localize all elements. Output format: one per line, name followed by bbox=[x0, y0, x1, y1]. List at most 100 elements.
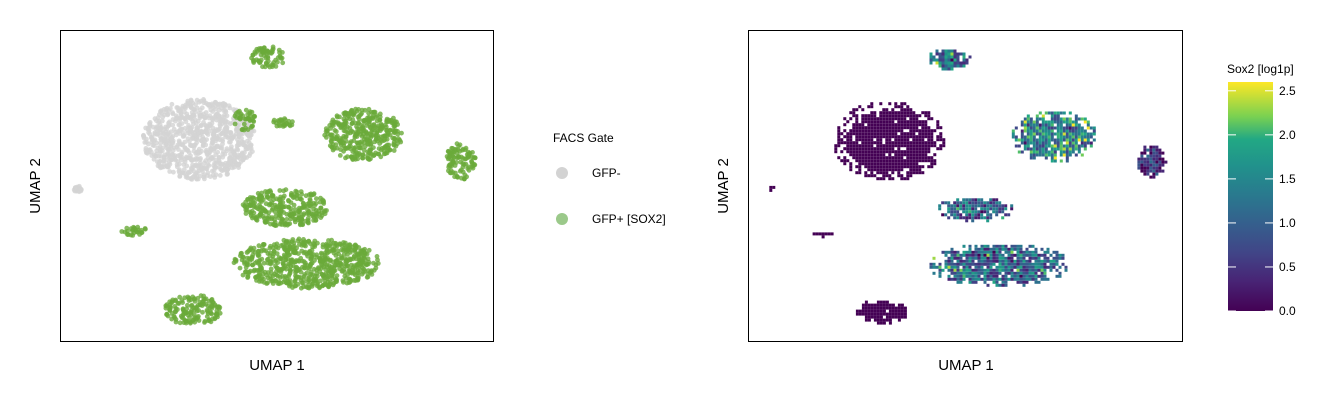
cell bbox=[846, 135, 850, 139]
cell bbox=[989, 265, 993, 269]
cell bbox=[888, 117, 892, 121]
cell bbox=[1152, 166, 1156, 170]
cell bbox=[1025, 253, 1029, 257]
cell bbox=[1014, 126, 1018, 130]
cell bbox=[1017, 150, 1021, 154]
cell bbox=[864, 303, 868, 307]
point bbox=[322, 252, 328, 258]
cell bbox=[950, 58, 954, 62]
cell bbox=[1056, 129, 1060, 133]
cell bbox=[891, 147, 895, 151]
cell bbox=[1059, 120, 1063, 124]
cell bbox=[1137, 166, 1141, 170]
point bbox=[356, 116, 362, 122]
cell bbox=[1158, 163, 1162, 167]
cell bbox=[929, 61, 933, 65]
cell bbox=[900, 135, 904, 139]
cell bbox=[1143, 160, 1147, 164]
cell bbox=[1032, 153, 1036, 157]
cell bbox=[912, 159, 916, 163]
cell bbox=[882, 135, 886, 139]
cell bbox=[882, 174, 886, 178]
cell bbox=[1056, 126, 1060, 130]
cell bbox=[971, 210, 975, 214]
cell bbox=[989, 198, 993, 202]
cell bbox=[1028, 274, 1032, 278]
cell bbox=[1092, 129, 1096, 133]
cell bbox=[867, 153, 871, 157]
cell bbox=[1074, 123, 1078, 127]
cell bbox=[882, 156, 886, 160]
point bbox=[284, 217, 290, 222]
cell bbox=[894, 117, 898, 121]
cell bbox=[968, 253, 972, 257]
point bbox=[199, 128, 204, 134]
cell bbox=[1044, 132, 1048, 136]
cell bbox=[1044, 147, 1048, 151]
cell bbox=[941, 58, 945, 62]
point bbox=[350, 117, 356, 122]
cell bbox=[1043, 253, 1047, 257]
cell bbox=[956, 250, 960, 254]
cell bbox=[995, 201, 999, 205]
point bbox=[379, 134, 384, 140]
point bbox=[356, 260, 362, 266]
cell bbox=[849, 132, 853, 136]
cell bbox=[897, 159, 901, 163]
cell bbox=[1020, 123, 1024, 127]
cell bbox=[1140, 151, 1144, 155]
point bbox=[368, 142, 373, 148]
cell bbox=[1140, 154, 1144, 158]
cell bbox=[1068, 141, 1072, 145]
point bbox=[179, 298, 185, 303]
point bbox=[237, 122, 242, 128]
cell bbox=[1011, 135, 1015, 139]
cell bbox=[933, 144, 937, 148]
cell bbox=[1023, 129, 1027, 133]
cell bbox=[1047, 144, 1051, 148]
cell bbox=[998, 271, 1002, 275]
point bbox=[157, 133, 163, 139]
point bbox=[210, 172, 216, 178]
point bbox=[250, 195, 256, 201]
cell bbox=[1032, 150, 1036, 154]
cell bbox=[1038, 135, 1042, 139]
cell bbox=[1050, 156, 1054, 160]
cell bbox=[912, 129, 916, 133]
point bbox=[342, 121, 348, 127]
cell bbox=[1155, 157, 1159, 161]
point bbox=[374, 133, 379, 139]
cell bbox=[879, 153, 883, 157]
cell bbox=[1055, 262, 1059, 266]
cell bbox=[1143, 148, 1147, 152]
cell bbox=[1001, 216, 1005, 220]
point bbox=[234, 126, 239, 132]
cell bbox=[861, 129, 865, 133]
cell bbox=[924, 141, 928, 145]
cell bbox=[932, 262, 936, 266]
cell bbox=[855, 312, 859, 316]
cell bbox=[992, 198, 996, 202]
cell bbox=[855, 129, 859, 133]
point bbox=[245, 116, 251, 121]
cell bbox=[1040, 259, 1044, 263]
cell bbox=[900, 144, 904, 148]
point bbox=[259, 205, 265, 211]
cell bbox=[846, 147, 850, 151]
point bbox=[444, 154, 450, 159]
legend-swatch-gfp-pos bbox=[556, 213, 568, 225]
cell bbox=[1032, 138, 1036, 142]
point bbox=[276, 197, 282, 203]
cell bbox=[861, 156, 865, 160]
cell bbox=[933, 153, 937, 157]
cell bbox=[1053, 159, 1057, 163]
cell bbox=[1155, 148, 1159, 152]
cell bbox=[959, 207, 963, 211]
cell bbox=[870, 147, 874, 151]
cell bbox=[998, 210, 1002, 214]
point bbox=[393, 143, 399, 149]
cell bbox=[995, 265, 999, 269]
point bbox=[343, 134, 349, 140]
cell bbox=[959, 274, 963, 278]
cell bbox=[864, 315, 868, 319]
